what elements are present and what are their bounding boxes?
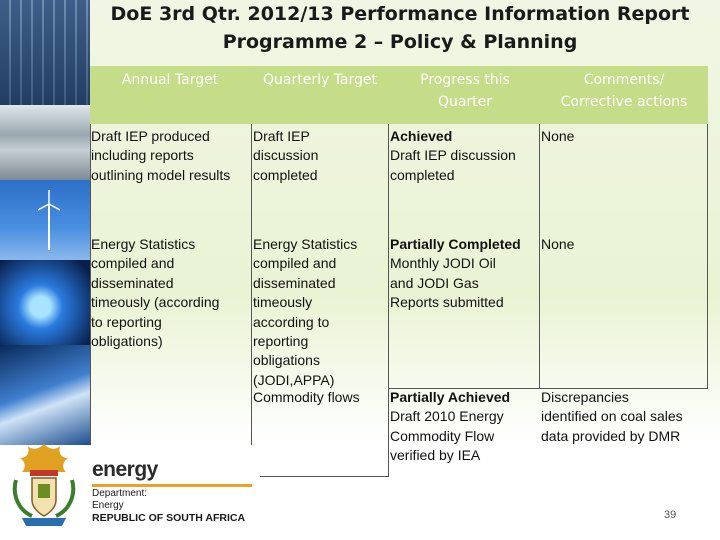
- row1-annual-target: Draft IEP produced including reports out…: [91, 128, 231, 183]
- table-border-left: [90, 124, 91, 476]
- gas-flame-image: [0, 260, 90, 345]
- dept-label: Department:: [92, 488, 148, 499]
- header-progress: Progress this Quarter: [420, 72, 510, 110]
- row3-quarterly-target: Commodity flows: [253, 389, 360, 405]
- fuel-rod-image: [0, 345, 90, 445]
- table-header-band: [90, 66, 708, 124]
- table-border-right: [707, 124, 708, 388]
- pipeline-image: [0, 105, 90, 180]
- row1-quarterly-target: Draft IEP discussion completed: [253, 128, 319, 183]
- brand-accent-bar: [92, 484, 252, 487]
- row1-progress: Achieved Draft IEP discussion completed: [390, 128, 516, 183]
- row2-progress: Partially Completed Monthly JODI Oil and…: [390, 236, 521, 311]
- row1-status: Achieved: [390, 128, 453, 144]
- title-line-2: Programme 2 – Policy & Planning: [222, 31, 578, 53]
- header-comments: Comments/ Corrective actions: [560, 72, 688, 110]
- table-col-divider-3: [539, 124, 540, 388]
- solar-panel-image: [0, 0, 90, 105]
- row2-quarterly-target: Energy Statistics compiled and dissemina…: [253, 236, 358, 388]
- page-number: 39: [664, 509, 677, 521]
- row1-comments: None: [541, 128, 575, 144]
- table-col-divider-1: [251, 124, 252, 476]
- wind-turbine-image: [0, 180, 90, 260]
- dept-name: Energy: [92, 500, 124, 511]
- energy-photo-strip: [0, 0, 90, 445]
- header-quarterly-target: Quarterly Target: [262, 72, 378, 88]
- coat-of-arms-icon: [12, 444, 76, 526]
- table-col-divider-2: [388, 124, 389, 476]
- page-title: DoE 3rd Qtr. 2012/13 Performance Informa…: [90, 0, 710, 56]
- row3-progress: Partially Achieved Draft 2010 Energy Com…: [390, 389, 511, 464]
- row3-status: Partially Achieved: [390, 389, 511, 405]
- title-line-1: DoE 3rd Qtr. 2012/13 Performance Informa…: [110, 3, 690, 25]
- row2-status: Partially Completed: [390, 236, 521, 252]
- header-annual-target: Annual Target: [121, 72, 219, 88]
- country-name: REPUBLIC OF SOUTH AFRICA: [92, 512, 246, 524]
- energy-wordmark: energy: [92, 458, 158, 481]
- row2-annual-target: Energy Statistics compiled and dissemina…: [91, 236, 220, 350]
- turbine-icon: [38, 190, 60, 250]
- row3-comments: Discrepancies identified on coal sales d…: [541, 389, 683, 444]
- table-row-divider: [388, 388, 708, 389]
- row2-comments: None: [541, 236, 575, 252]
